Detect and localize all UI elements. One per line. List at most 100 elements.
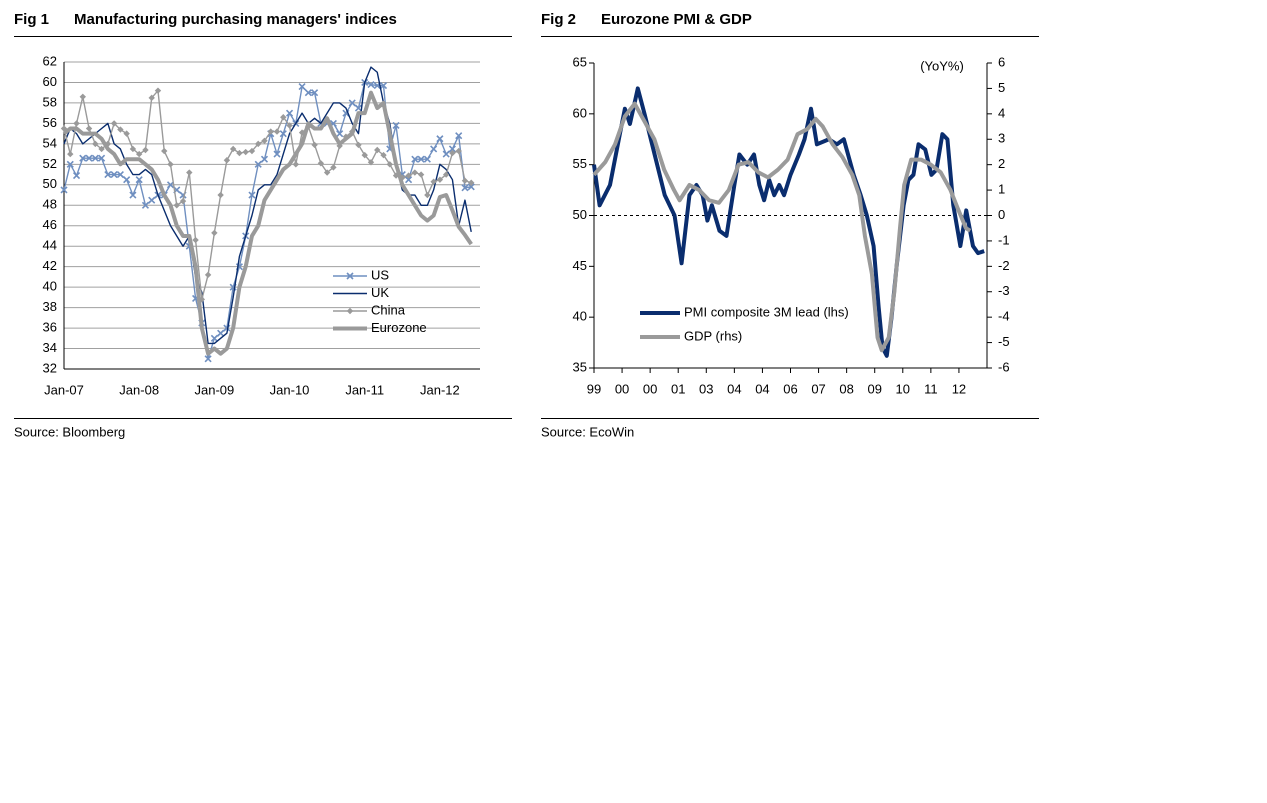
point-marker — [161, 147, 168, 155]
legend-marker — [346, 307, 354, 315]
point-marker — [179, 197, 187, 205]
point-marker — [110, 171, 118, 179]
point-marker — [273, 128, 281, 135]
legend-label: UK — [371, 285, 389, 300]
point-marker — [379, 81, 388, 90]
point-marker — [91, 154, 99, 162]
point-marker — [260, 155, 269, 163]
point-marker — [455, 132, 463, 140]
y-tick-label: 34 — [43, 340, 57, 355]
point-marker — [79, 154, 87, 162]
point-marker — [405, 176, 413, 184]
x-tick-label: 07 — [811, 381, 825, 396]
legend-label: Eurozone — [371, 320, 427, 335]
y-tick-label: 38 — [43, 299, 57, 314]
point-marker — [129, 145, 137, 153]
point-marker — [317, 160, 325, 167]
point-marker — [392, 121, 400, 130]
y-tick-label: 54 — [43, 135, 57, 150]
point-marker — [148, 94, 155, 102]
y-tick-label: 58 — [43, 94, 57, 109]
point-marker — [173, 202, 180, 209]
point-marker — [311, 89, 319, 97]
point-marker — [217, 191, 224, 199]
point-marker — [104, 140, 112, 148]
legend-marker — [346, 272, 354, 280]
point-marker — [210, 334, 218, 342]
y-tick-label: 62 — [43, 53, 57, 68]
point-marker — [85, 154, 93, 162]
x-tick-label: 08 — [839, 381, 853, 396]
chart-title: Eurozone PMI & GDP — [601, 11, 752, 28]
point-marker — [98, 145, 105, 153]
point-marker — [436, 135, 444, 143]
legend-label: PMI composite 3M lead (lhs) — [684, 304, 849, 319]
point-marker — [204, 271, 212, 279]
point-marker — [298, 82, 306, 91]
point-marker — [248, 191, 256, 199]
point-marker — [67, 150, 74, 158]
point-marker — [285, 109, 294, 117]
series-line — [63, 66, 472, 345]
point-marker — [116, 171, 124, 179]
point-marker — [380, 151, 387, 159]
point-marker — [374, 146, 381, 154]
point-marker — [417, 171, 425, 178]
y2-tick-label: 6 — [998, 54, 1005, 69]
x-tick-label: 04 — [727, 381, 741, 396]
point-marker — [348, 99, 356, 107]
y2-tick-label: -1 — [998, 232, 1010, 247]
point-marker — [354, 104, 363, 112]
point-marker — [455, 147, 462, 155]
point-marker — [442, 171, 450, 178]
x-tick-label: 04 — [755, 381, 769, 396]
y2-tick-label: 4 — [998, 105, 1005, 120]
point-marker — [367, 159, 375, 166]
x-tick-label: 00 — [615, 381, 629, 396]
x-tick-label: Jan-08 — [119, 382, 159, 397]
y-tick-label: 46 — [43, 217, 57, 232]
point-marker — [186, 169, 193, 176]
x-tick-label: Jan-11 — [345, 382, 384, 397]
point-marker — [449, 149, 456, 157]
point-marker — [367, 80, 375, 89]
point-marker — [261, 137, 268, 144]
y-tick-label: 42 — [43, 258, 57, 273]
y2-tick-label: -2 — [998, 258, 1010, 273]
point-marker — [442, 150, 450, 158]
point-marker — [311, 141, 318, 149]
point-marker — [254, 160, 262, 168]
point-marker — [135, 150, 143, 158]
x-tick-label: 00 — [643, 381, 657, 396]
point-marker — [461, 177, 469, 184]
point-marker — [123, 130, 130, 137]
y2-tick-label: 5 — [998, 80, 1005, 95]
point-marker — [436, 176, 444, 183]
y-tick-label: 65 — [573, 54, 587, 69]
y-tick-label: 40 — [43, 279, 57, 294]
x-tick-label: Jan-12 — [420, 382, 460, 397]
point-marker — [405, 172, 412, 179]
x-tick-label: Jan-07 — [44, 382, 84, 397]
x-tick-label: 06 — [783, 381, 797, 396]
point-marker — [468, 179, 475, 186]
point-marker — [142, 146, 149, 154]
figure-label: Fig 1 — [14, 11, 49, 28]
point-marker — [66, 160, 74, 168]
y2-tick-label: -6 — [998, 359, 1010, 374]
y-tick-label: 52 — [43, 156, 57, 171]
point-marker — [430, 145, 438, 153]
y-tick-label: 48 — [43, 197, 57, 212]
point-marker — [323, 169, 331, 176]
x-tick-label: 09 — [867, 381, 881, 396]
x-tick-label: 12 — [952, 381, 966, 396]
point-marker — [386, 161, 393, 168]
x-tick-label: Jan-10 — [270, 382, 310, 397]
legend-label: China — [371, 302, 406, 317]
series-line — [592, 86, 985, 358]
y-tick-label: 36 — [43, 320, 57, 335]
y-tick-label: 44 — [43, 238, 57, 253]
point-marker — [223, 157, 231, 164]
y2-tick-label: 0 — [998, 207, 1005, 222]
